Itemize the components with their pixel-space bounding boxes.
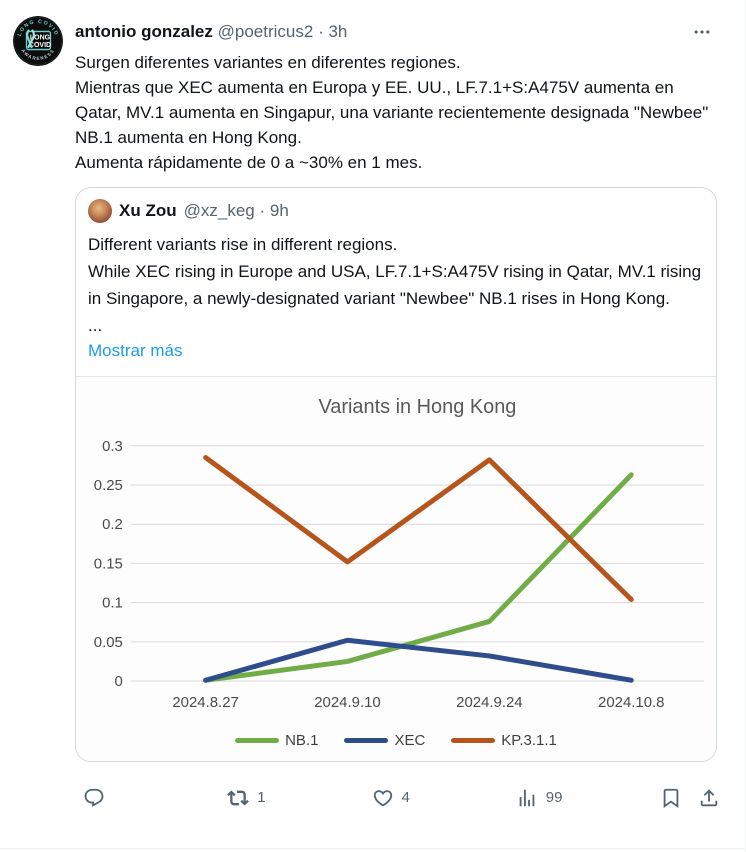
series-line-NB.1 xyxy=(203,472,634,683)
tweet-text: Surgen diferentes variantes en diferente… xyxy=(75,50,717,175)
more-button[interactable] xyxy=(692,22,712,42)
tweet-header: antonio gonzalez @poetricus2 · 3h xyxy=(75,22,347,42)
quoted-tweet-card[interactable]: Xu Zou @xz_keg · 9h Different variants r… xyxy=(75,187,717,762)
views-icon xyxy=(519,789,535,807)
x-tick-label: 2024.9.24 xyxy=(456,694,522,711)
text-line: While XEC rising in Europe and USA, LF.7… xyxy=(88,262,702,308)
y-tick-label: 0 xyxy=(115,673,123,690)
chart-media[interactable]: 0 0.05 0.1 0.15 0.2 0.25 0.3 2024.8.27 2024.9.10… xyxy=(76,376,716,761)
legend-item-KP.3.1.1: KP.3.1.1 xyxy=(451,732,557,749)
separator-dot: · xyxy=(318,22,324,41)
series-line-KP.3.1.1 xyxy=(203,455,634,602)
tweet-body: Surgen diferentes variantes en diferente… xyxy=(75,50,720,816)
legend-label: NB.1 xyxy=(285,732,319,750)
author-name[interactable]: antonio gonzalez xyxy=(75,22,213,41)
like-count: 4 xyxy=(401,789,410,807)
x-tick-label: 2024.10.8 xyxy=(598,694,664,711)
tweet-actions: 1 4 99 xyxy=(75,780,720,816)
y-tick-label: 0.1 xyxy=(102,595,123,612)
svg-text:LONG: LONG xyxy=(30,34,51,41)
chart-legend: NB.1 XEC KP.3.1.1 xyxy=(76,721,716,761)
text-line: Aumenta rápidamente de 0 a ~30% en 1 mes… xyxy=(75,153,423,172)
bookmark-share-group xyxy=(660,787,720,809)
timestamp[interactable]: 3h xyxy=(328,22,348,41)
repost-count: 1 xyxy=(257,789,266,807)
long-covid-badge-icon: LONG COVID AWARENESS LONG COVID xyxy=(13,16,63,66)
x-tick-label: 2024.9.10 xyxy=(314,694,380,711)
legend-label: KP.3.1.1 xyxy=(501,732,557,750)
text-line: Surgen diferentes variantes en diferente… xyxy=(75,53,461,72)
quoted-timestamp: 9h xyxy=(269,201,289,220)
chart-svg: 0 0.05 0.1 0.15 0.2 0.25 0.3 2024.8.27 2024.9.10… xyxy=(94,396,705,711)
timeline-divider xyxy=(0,848,745,849)
heart-icon xyxy=(373,790,392,807)
share-icon[interactable] xyxy=(698,787,720,809)
show-more-link[interactable]: Mostrar más xyxy=(88,341,183,360)
bookmark-icon[interactable] xyxy=(660,787,682,809)
legend-swatch xyxy=(344,738,389,744)
text-line: Mientras que XEC aumenta en Europa y EE.… xyxy=(75,78,709,147)
legend-swatch xyxy=(235,738,280,744)
legend-item-NB.1: NB.1 xyxy=(235,732,318,749)
chart-title: Variants in Hong Kong xyxy=(318,396,516,418)
y-tick-label: 0.2 xyxy=(102,516,123,533)
quoted-tweet-header: Xu Zou @xz_keg · 9h xyxy=(76,188,716,223)
repost-icon xyxy=(227,790,250,806)
series-line-XEC xyxy=(203,637,634,683)
x-tick-label: 2024.8.27 xyxy=(172,694,238,711)
views-button[interactable]: 99 xyxy=(516,787,660,809)
author-handle[interactable]: @poetricus2 xyxy=(217,22,314,41)
text-line: ... xyxy=(88,316,103,335)
like-button[interactable]: 4 xyxy=(372,787,516,809)
y-tick-label: 0.3 xyxy=(102,438,123,455)
quoted-tweet-text: Different variants rise in different reg… xyxy=(76,223,716,339)
view-count: 99 xyxy=(545,789,563,807)
y-tick-label: 0.05 xyxy=(94,634,123,651)
legend-label: XEC xyxy=(394,732,426,750)
legend-item-XEC: XEC xyxy=(344,732,425,749)
three-dots-icon xyxy=(694,30,710,34)
reply-icon xyxy=(84,788,104,807)
reply-button[interactable] xyxy=(83,787,227,809)
text-line: Different variants rise in different reg… xyxy=(88,235,398,254)
repost-button[interactable]: 1 xyxy=(227,787,371,809)
quoted-avatar[interactable] xyxy=(88,199,112,223)
quoted-author-handle: @xz_keg · 9h xyxy=(183,201,289,220)
y-tick-label: 0.15 xyxy=(94,555,123,572)
legend-swatch xyxy=(451,738,496,744)
svg-text:COVID: COVID xyxy=(29,42,51,49)
y-tick-label: 0.25 xyxy=(94,477,123,494)
avatar[interactable]: LONG COVID AWARENESS LONG COVID xyxy=(13,16,63,66)
quoted-author-name[interactable]: Xu Zou xyxy=(119,201,177,220)
